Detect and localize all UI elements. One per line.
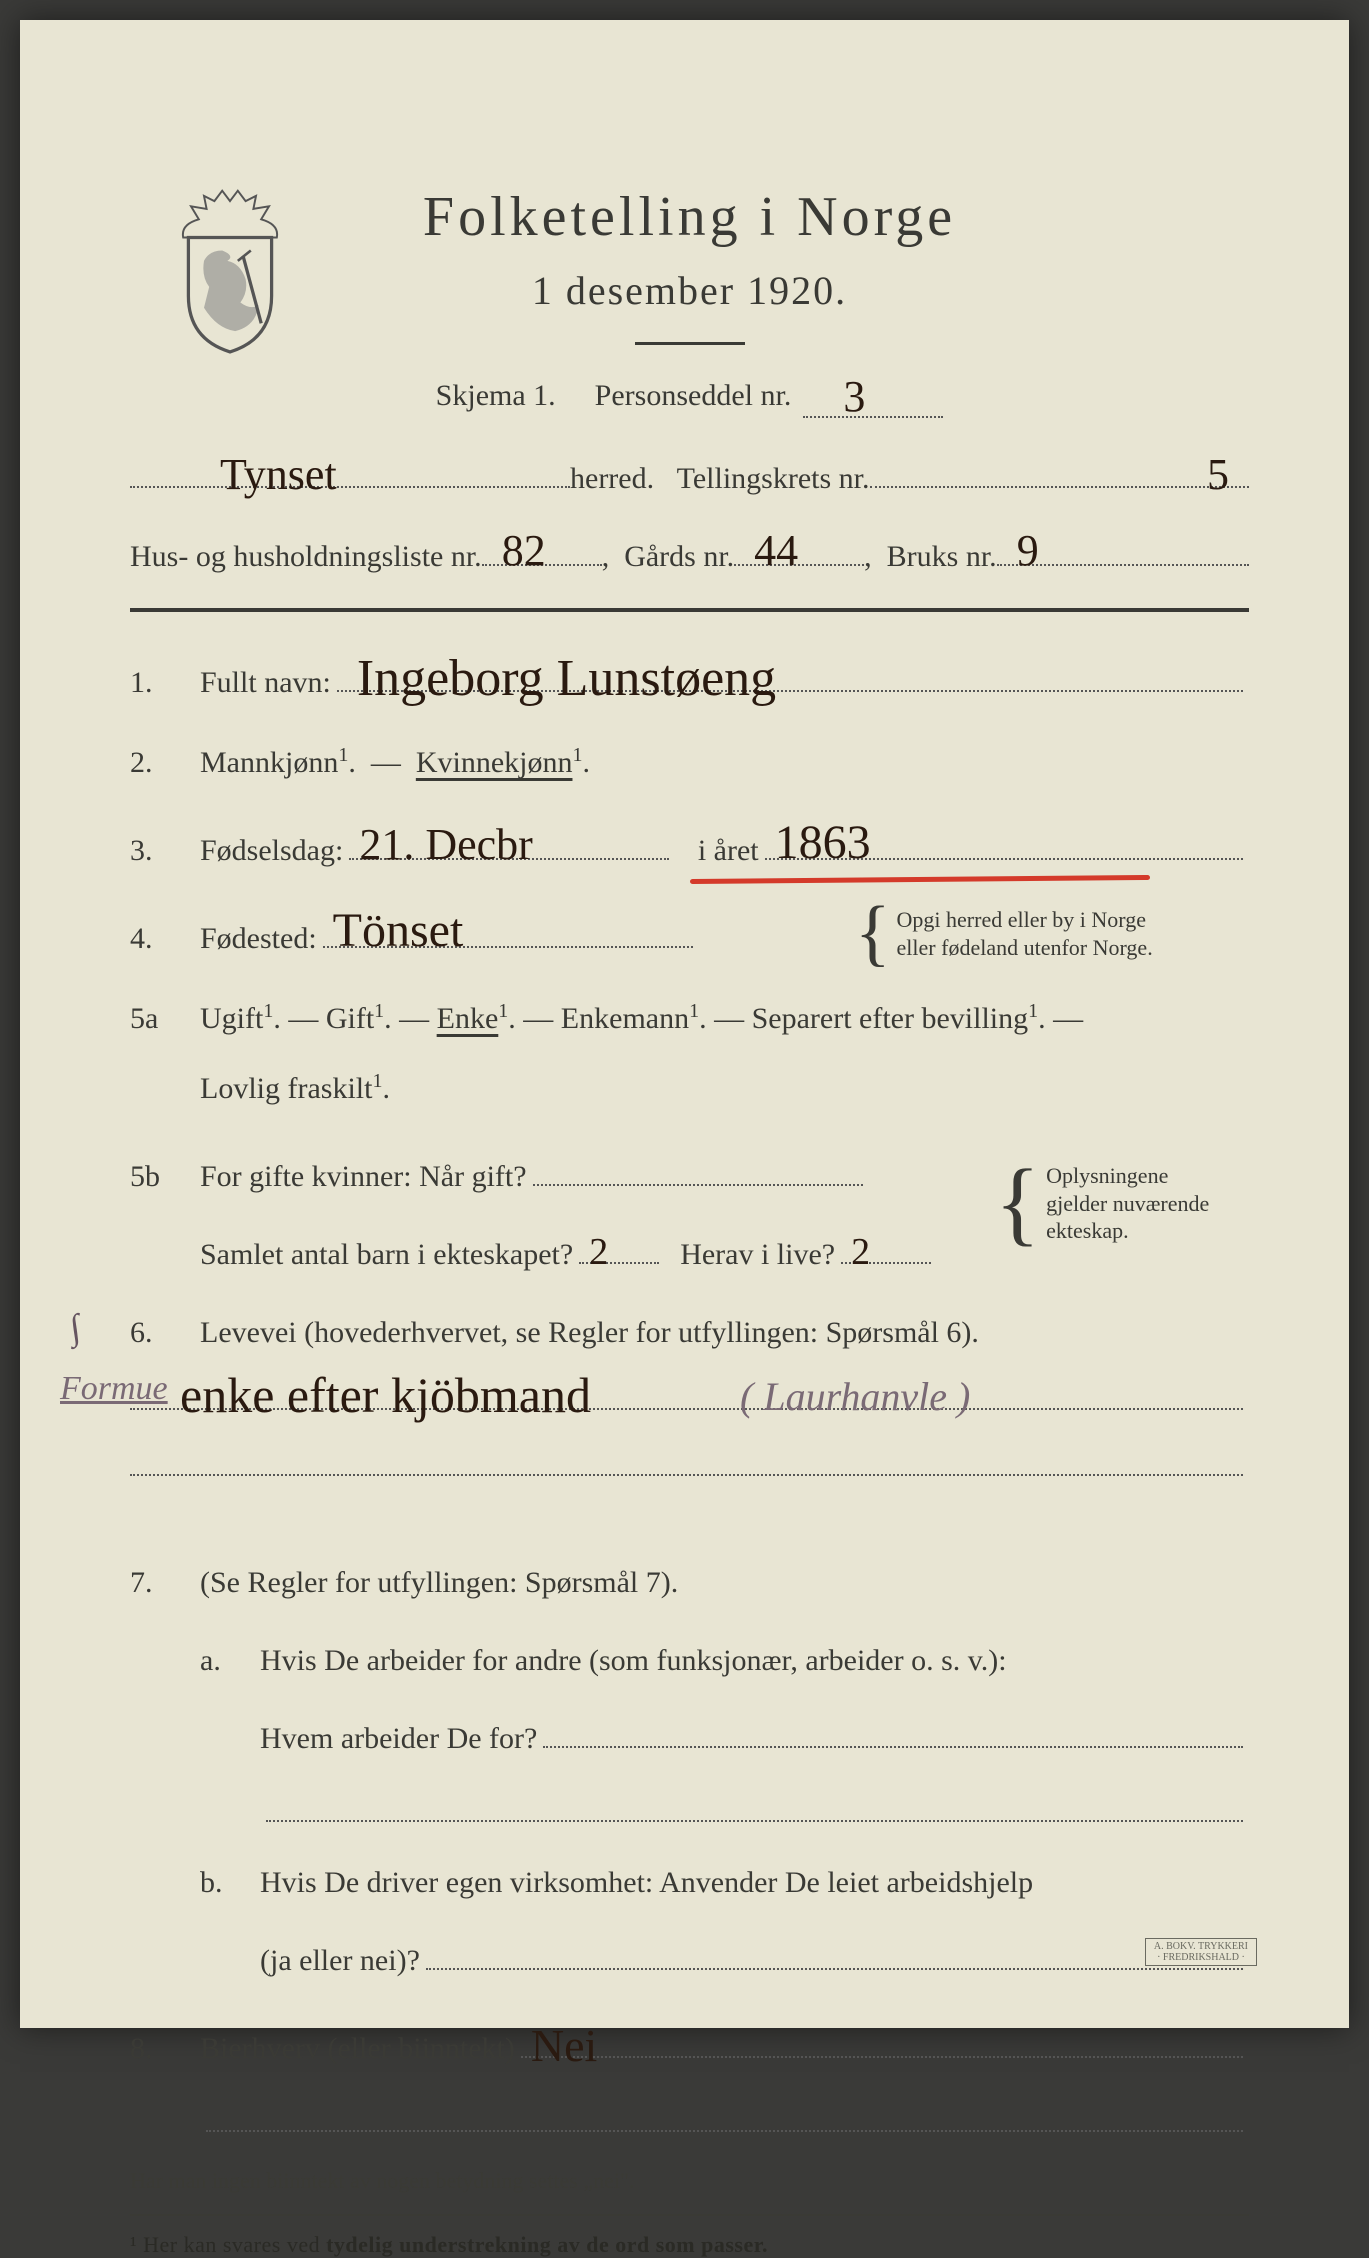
herred-label: herred. — [570, 462, 654, 496]
q4-num: 4. — [130, 922, 200, 956]
q5a-options: Ugift1. — Gift1. — Enke1. — Enkemann1. —… — [200, 1000, 1083, 1036]
q6-label: Levevei (hovederhvervet, se Regler for u… — [200, 1316, 979, 1350]
q5a-row: 5a Ugift1. — Gift1. — Enke1. — Enkemann1… — [130, 1000, 1249, 1036]
q4-label: Fødested: — [200, 922, 317, 956]
q5b-live: 2 — [851, 1230, 870, 1274]
q2-opt-a: Mannkjønn — [200, 746, 338, 779]
q8-label: Bierhverv (eller biinntekt) — [200, 2032, 515, 2066]
title-rule — [635, 342, 745, 345]
q7a-row2: Hvem arbeider De for? — [130, 1712, 1249, 1756]
q7b-line1: Hvis De driver egen virksomhet: Anvender… — [260, 1866, 1033, 1900]
q6-row: ∫ 6. Levevei (hovederhvervet, se Regler … — [130, 1316, 1249, 1350]
printer-mark: A. BOKV. TRYKKERI · FREDRIKSHALD · — [1145, 1938, 1257, 1966]
q4-row: 4. Fødested: Tönset {Opgi herred eller b… — [130, 912, 1249, 956]
personseddel-label: Personseddel nr. — [595, 379, 792, 413]
q1-label: Fullt navn: — [200, 666, 331, 700]
q5a-row2: Lovlig fraskilt1. — [130, 1070, 1249, 1106]
q3-label-b: i året — [698, 834, 759, 868]
q7a-line2: Hvem arbeider De for? — [260, 1722, 537, 1756]
q6-blank-row — [130, 1440, 1249, 1476]
q5b-barn: 2 — [589, 1230, 608, 1274]
herred-value: Tynset — [220, 449, 337, 500]
norway-coat-of-arms — [165, 185, 295, 355]
gards-label: , Gårds nr. — [602, 540, 734, 574]
q4-side-note: {Opgi herred eller by i Norge eller føde… — [855, 906, 1255, 961]
q7a-blank — [130, 1786, 1249, 1822]
q7a-num: a. — [200, 1644, 260, 1678]
bruks-label: , Bruks nr. — [864, 540, 997, 574]
q6-pencil-value: ( Laurhanvle ) — [740, 1373, 970, 1420]
q8-row: 8. Bierhverv (eller biinntekt) Nei — [130, 2022, 1249, 2066]
q7a-row1: a. Hvis De arbeider for andre (som funks… — [130, 1644, 1249, 1678]
personseddel-nr: 3 — [843, 371, 865, 422]
q7b-row1: b. Hvis De driver egen virksomhet: Anven… — [130, 1866, 1249, 1900]
q7b-line2: (ja eller nei)? — [260, 1944, 420, 1978]
skjema-label: Skjema 1. — [436, 379, 556, 413]
row-skjema: Skjema 1. Personseddel nr. 3 — [130, 365, 1249, 418]
footnote-2: ¹ Her kan svares ved tydelig understrekn… — [130, 2232, 1249, 2258]
bruks-nr: 9 — [1017, 525, 1039, 576]
q5b-row2: Samlet antal barn i ekteskapet? 2 Herav … — [130, 1228, 1249, 1272]
row-husliste: Hus- og husholdningsliste nr. 82 , Gårds… — [130, 540, 1249, 574]
q7-row: 7. (Se Regler for utfyllingen: Spørsmål … — [130, 1566, 1249, 1600]
q7b-num: b. — [200, 1866, 260, 1900]
q6-value: enke efter kjöbmand — [180, 1366, 591, 1424]
q5b-row1: 5b For gifte kvinner: Når gift? {Oplysni… — [130, 1150, 1249, 1194]
q7a-line1: Hvis De arbeider for andre (som funksjon… — [260, 1644, 1007, 1678]
tellingskrets-label: Tellingskrets nr. — [677, 462, 870, 496]
q2-num: 2. — [130, 746, 200, 780]
q2-row: 2. Mannkjønn1. — Kvinnekjønn1. — [130, 744, 1249, 780]
q7-label: (Se Regler for utfyllingen: Spørsmål 7). — [200, 1566, 678, 1600]
q5b-label3: Herav i live? — [680, 1238, 835, 1272]
tellingskrets-nr: 5 — [1207, 449, 1229, 500]
q6-margin-annotation: ∫ — [67, 1306, 83, 1349]
q5b-label1: For gifte kvinner: Når gift? — [200, 1160, 527, 1194]
footnote-1: Har man ingen biinntekt av nogen betydni… — [130, 2168, 1249, 2194]
q6-num: 6. — [130, 1316, 200, 1350]
q3-year: 1863 — [775, 815, 871, 870]
q5b-num: 5b — [130, 1160, 200, 1194]
husliste-nr: 82 — [502, 525, 546, 576]
page-subtitle: 1 desember 1920. — [130, 267, 1249, 314]
red-underline — [690, 875, 1150, 884]
row-herred: Tynset herred. Tellingskrets nr. 5 — [130, 462, 1249, 496]
q5a-line2: Lovlig fraskilt1. — [200, 1070, 390, 1106]
census-form-page: Folketelling i Norge 1 desember 1920. Sk… — [20, 20, 1349, 2028]
q5b-label2: Samlet antal barn i ekteskapet? — [200, 1238, 573, 1272]
q1-num: 1. — [130, 666, 200, 700]
husliste-label: Hus- og husholdningsliste nr. — [130, 540, 482, 574]
divider-top — [130, 608, 1249, 612]
q6-value-row: Formue enke efter kjöbmand ( Laurhanvle … — [130, 1374, 1249, 1410]
page-title: Folketelling i Norge — [130, 185, 1249, 249]
q3-day: 21. Decbr — [359, 819, 533, 870]
q4-value: Tönset — [333, 903, 464, 958]
divider-bottom — [130, 2214, 1249, 2216]
gards-nr: 44 — [754, 525, 798, 576]
q7-num: 7. — [130, 1566, 200, 1600]
q3-label-a: Fødselsdag: — [200, 834, 343, 868]
q1-row: 1. Fullt navn: Ingeborg Lunstøeng — [130, 656, 1249, 700]
q8-num: 8. — [130, 2032, 200, 2066]
q5a-num: 5a — [130, 1002, 200, 1036]
q1-value: Ingeborg Lunstøeng — [357, 649, 776, 708]
q2-opt-b: Kvinnekjønn — [416, 746, 573, 779]
q3-num: 3. — [130, 834, 200, 868]
q7b-row2: (ja eller nei)? — [130, 1934, 1249, 1978]
q8-value: Nei — [531, 2019, 597, 2072]
q3-row: 3. Fødselsdag: 21. Decbr i året 1863 — [130, 824, 1249, 868]
q8-blank — [130, 2096, 1249, 2132]
